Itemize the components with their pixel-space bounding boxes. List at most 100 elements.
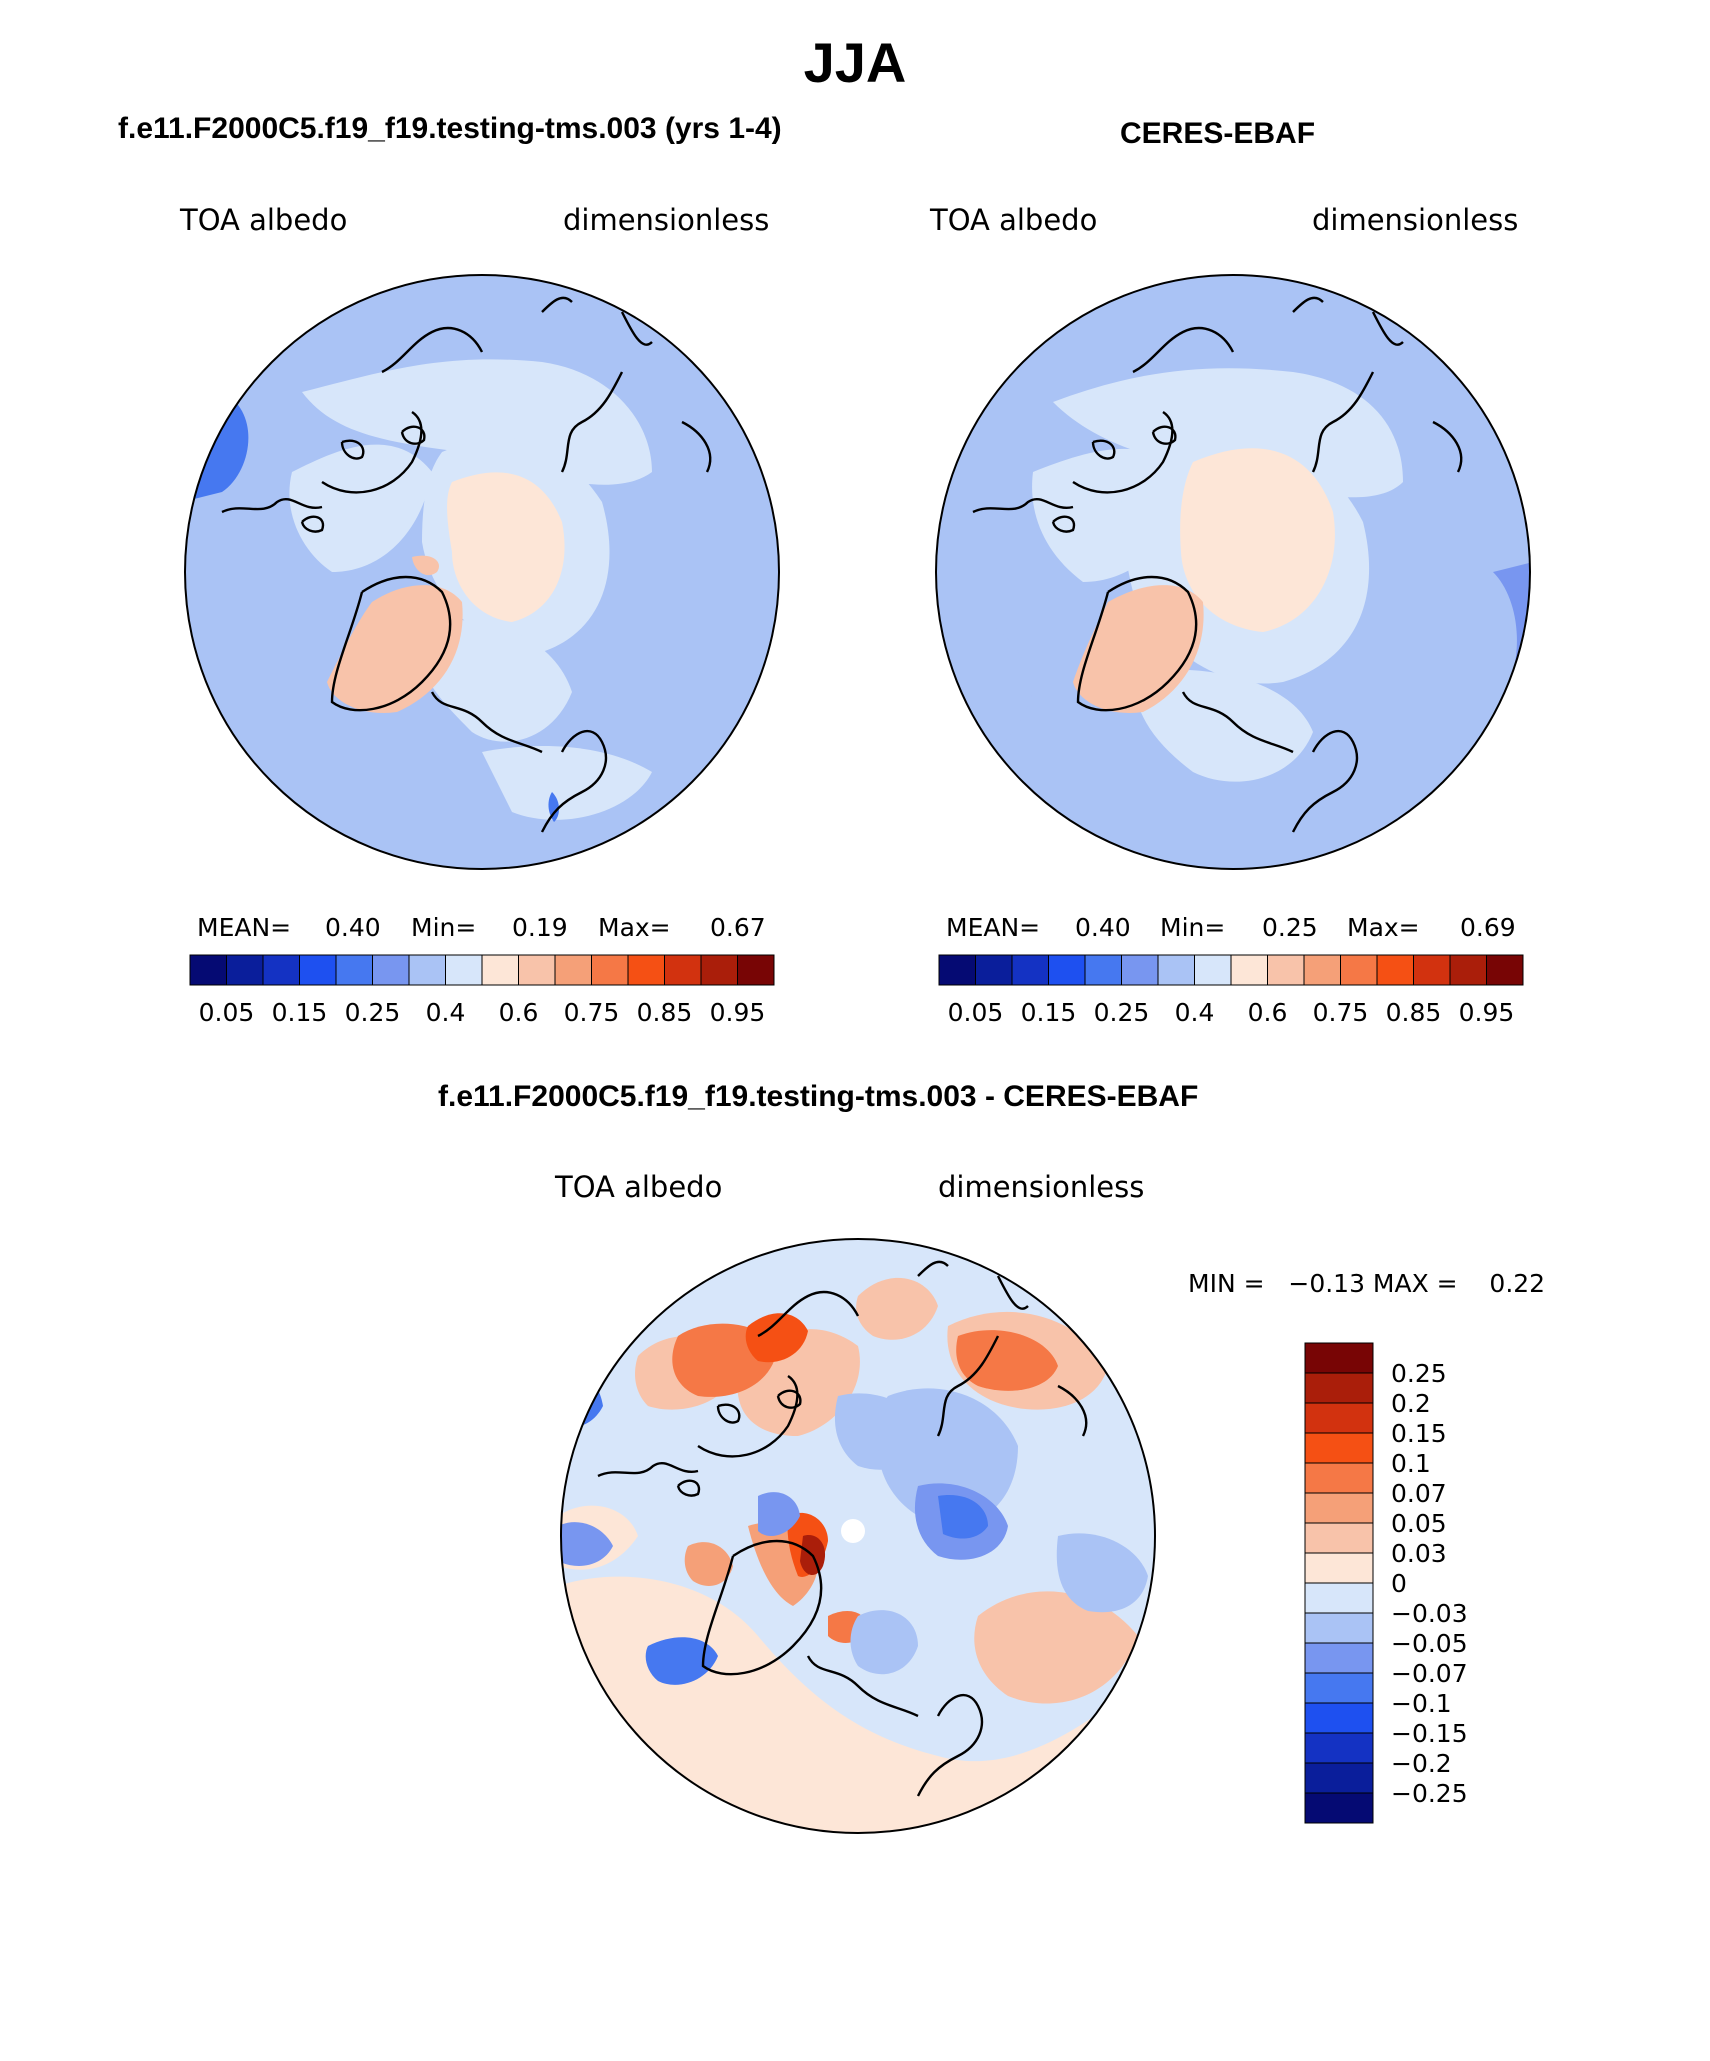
colorbar-tick-label: 0.1 [1391, 1449, 1431, 1478]
colorbar-tick-label: 0.4 [425, 998, 466, 1027]
colorbar-swatch [262, 954, 300, 986]
colorbar-swatch [1230, 954, 1268, 986]
panel1-min-value: 0.19 [512, 913, 568, 942]
panel2-max-value: 0.69 [1460, 913, 1516, 942]
colorbar-tick-label: −0.2 [1391, 1749, 1452, 1778]
colorbar-swatch [1121, 954, 1159, 986]
colorbar-swatch [481, 954, 519, 986]
colorbar-tick-label: −0.05 [1391, 1629, 1468, 1658]
colorbar-tick-label: 0.85 [1385, 998, 1442, 1027]
colorbar-tick-label: 0.6 [498, 998, 539, 1027]
colorbar-swatch [664, 954, 702, 986]
panel1-mean-value: 0.40 [325, 913, 381, 942]
colorbar-tick-label: 0.85 [636, 998, 693, 1027]
colorbar-swatch [1048, 954, 1086, 986]
colorbar-tick-label: 0.05 [947, 998, 1004, 1027]
colorbar-swatch [1304, 1762, 1374, 1794]
panel3-colorbar [1304, 1342, 1374, 1824]
panel1-map [184, 274, 780, 870]
panel3-map [560, 1238, 1156, 1834]
panel2-min-value: 0.25 [1262, 913, 1318, 942]
colorbar-swatch [1304, 1582, 1374, 1614]
colorbar-swatch [1011, 954, 1049, 986]
colorbar-swatch [1340, 954, 1378, 986]
colorbar-swatch [1449, 954, 1487, 986]
colorbar-tick-label: 0.95 [709, 998, 766, 1027]
colorbar-swatch [1304, 1612, 1374, 1644]
panel1-colorbar [189, 954, 775, 986]
colorbar-swatch [627, 954, 665, 986]
colorbar-tick-label: 0.4 [1174, 998, 1215, 1027]
colorbar-swatch [518, 954, 556, 986]
colorbar-tick-label: −0.25 [1391, 1779, 1468, 1808]
main-title: JJA [803, 31, 907, 94]
colorbar-tick-label: 0.95 [1458, 998, 1515, 1027]
colorbar-tick-label: −0.03 [1391, 1599, 1468, 1628]
colorbar-tick-label: 0.75 [1312, 998, 1369, 1027]
colorbar-tick-label: 0.03 [1391, 1539, 1447, 1568]
panel1-max-label: Max= [598, 913, 671, 942]
colorbar-tick-label: 0.2 [1391, 1389, 1431, 1418]
panel1-mean-label: MEAN= [197, 913, 292, 942]
colorbar-swatch [299, 954, 337, 986]
panel1-units: dimensionless [563, 203, 770, 237]
colorbar-swatch [226, 954, 264, 986]
colorbar-swatch [1304, 1522, 1374, 1554]
colorbar-swatch [1304, 1342, 1374, 1374]
colorbar-swatch [1304, 1432, 1374, 1464]
panel1-variable: TOA albedo [180, 203, 348, 237]
colorbar-swatch [591, 954, 629, 986]
panel1-min-label: Min= [411, 913, 477, 942]
colorbar-swatch [554, 954, 592, 986]
colorbar-tick-label: −0.15 [1391, 1719, 1468, 1748]
panel2-mean-value: 0.40 [1075, 913, 1131, 942]
colorbar-swatch [1376, 954, 1414, 986]
panel1-max-value: 0.67 [710, 913, 766, 942]
colorbar-swatch [1304, 1402, 1374, 1434]
colorbar-swatch [1267, 954, 1305, 986]
colorbar-tick-label: 0.05 [1391, 1509, 1447, 1538]
colorbar-swatch [938, 954, 976, 986]
colorbar-swatch [1304, 1552, 1374, 1584]
colorbar-swatch [372, 954, 410, 986]
colorbar-tick-label: 0.25 [1391, 1359, 1447, 1388]
colorbar-swatch [1486, 954, 1524, 986]
colorbar-swatch [445, 954, 483, 986]
panel2-mean-label: MEAN= [946, 913, 1041, 942]
colorbar-swatch [1304, 1792, 1374, 1824]
panel2-max-label: Max= [1347, 913, 1420, 942]
colorbar-tick-label: 0.15 [1020, 998, 1077, 1027]
panel2-title: CERES-EBAF [1120, 117, 1316, 150]
colorbar-swatch [975, 954, 1013, 986]
panel2-variable: TOA albedo [930, 203, 1098, 237]
panel3-minmax: MIN = −0.13 MAX = 0.22 [1188, 1269, 1546, 1298]
colorbar-swatch [1194, 954, 1232, 986]
colorbar-tick-label: 0.07 [1391, 1479, 1447, 1508]
panel2-colorbar [938, 954, 1524, 986]
panel2-units: dimensionless [1312, 203, 1519, 237]
panel3-variable: TOA albedo [555, 1170, 723, 1204]
colorbar-tick-label: 0.6 [1247, 998, 1288, 1027]
colorbar-tick-label: 0 [1391, 1569, 1407, 1598]
panel3-title: f.e11.F2000C5.f19_f19.testing-tms.003 - … [438, 1080, 1199, 1113]
colorbar-swatch [335, 954, 373, 986]
colorbar-tick-label: 0.15 [271, 998, 328, 1027]
colorbar-tick-label: −0.07 [1391, 1659, 1468, 1688]
colorbar-swatch [737, 954, 775, 986]
colorbar-swatch [1304, 1372, 1374, 1404]
colorbar-swatch [1413, 954, 1451, 986]
colorbar-swatch [1303, 954, 1341, 986]
colorbar-tick-label: 0.15 [1391, 1419, 1447, 1448]
colorbar-tick-label: −0.1 [1391, 1689, 1452, 1718]
colorbar-swatch [1304, 1672, 1374, 1704]
colorbar-swatch [189, 954, 227, 986]
colorbar-swatch [1157, 954, 1195, 986]
colorbar-swatch [1084, 954, 1122, 986]
panel1-title: f.e11.F2000C5.f19_f19.testing-tms.003 (y… [118, 112, 782, 145]
panel2-map [935, 274, 1531, 870]
colorbar-tick-label: 0.75 [563, 998, 620, 1027]
colorbar-swatch [700, 954, 738, 986]
colorbar-swatch [1304, 1732, 1374, 1764]
colorbar-swatch [408, 954, 446, 986]
colorbar-swatch [1304, 1462, 1374, 1494]
